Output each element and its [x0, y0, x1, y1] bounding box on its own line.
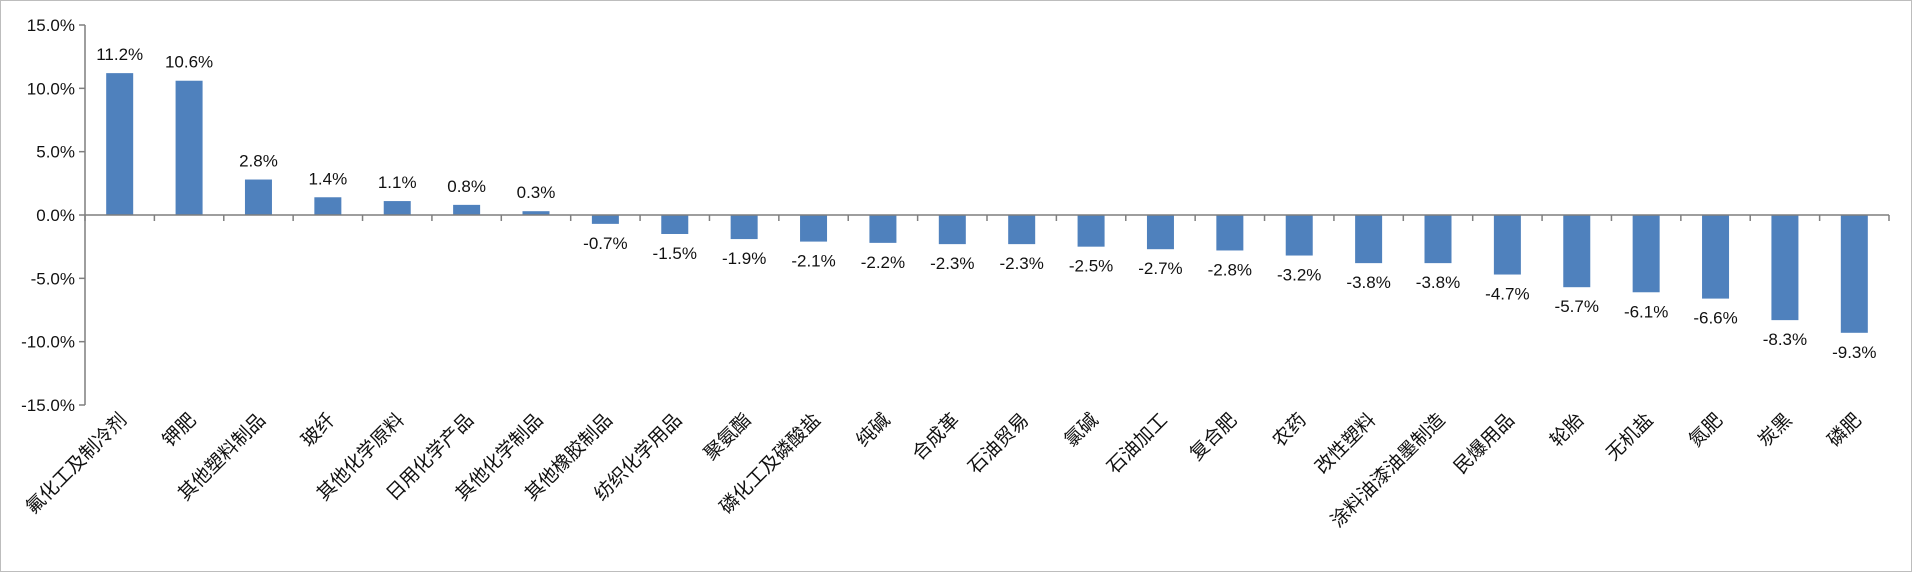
- category-label: 磷肥: [1823, 409, 1865, 451]
- y-tick-label: 10.0%: [27, 79, 75, 98]
- bar: [869, 215, 897, 243]
- bar: [522, 211, 550, 215]
- y-tick-label: 5.0%: [36, 143, 75, 162]
- data-label: 0.3%: [517, 183, 556, 202]
- data-label: -4.7%: [1485, 285, 1529, 304]
- bar: [175, 80, 203, 215]
- bar: [1702, 215, 1730, 299]
- category-label: 纯碱: [852, 409, 894, 451]
- bar: [1563, 215, 1591, 288]
- data-label: -3.2%: [1277, 266, 1321, 285]
- bar: [1840, 215, 1868, 333]
- category-label: 合成革: [908, 409, 964, 465]
- data-label: -6.1%: [1624, 302, 1668, 321]
- data-label: -2.2%: [861, 253, 905, 272]
- data-label: 2.8%: [239, 152, 278, 171]
- data-label: -0.7%: [583, 234, 627, 253]
- data-label: -5.7%: [1555, 297, 1599, 316]
- bar: [800, 215, 828, 242]
- bar: [106, 73, 134, 215]
- y-tick-label: 15.0%: [27, 16, 75, 35]
- bar: [591, 215, 619, 224]
- y-tick-label: -10.0%: [21, 333, 75, 352]
- category-label: 轮胎: [1546, 409, 1588, 451]
- category-label: 炭黑: [1754, 409, 1796, 451]
- category-label: 氮肥: [1685, 409, 1727, 451]
- data-label: 10.6%: [165, 53, 213, 72]
- data-label: -8.3%: [1763, 330, 1807, 349]
- category-label: 石油加工: [1103, 409, 1172, 478]
- data-label: -2.7%: [1138, 259, 1182, 278]
- bar: [1424, 215, 1452, 264]
- category-label: 民爆用品: [1450, 409, 1519, 478]
- data-label: -1.5%: [653, 244, 697, 263]
- bar: [383, 201, 411, 215]
- category-label: 复合肥: [1186, 409, 1242, 465]
- bar: [730, 215, 758, 240]
- data-label: -2.3%: [930, 254, 974, 273]
- data-label: 0.8%: [447, 177, 486, 196]
- bar: [453, 204, 481, 215]
- y-tick-label: -5.0%: [31, 269, 75, 288]
- bar: [1285, 215, 1313, 256]
- y-tick-label: 0.0%: [36, 206, 75, 225]
- bar: [1008, 215, 1036, 245]
- data-label: -1.9%: [722, 249, 766, 268]
- data-label: -3.8%: [1346, 273, 1390, 292]
- bar: [1216, 215, 1244, 251]
- x-axis: [84, 214, 1890, 221]
- data-label: -2.3%: [999, 254, 1043, 273]
- bar: [1077, 215, 1105, 247]
- category-label: 氯碱: [1060, 409, 1102, 451]
- category-label: 农药: [1268, 409, 1310, 451]
- category-label: 氟化工及制冷剂: [22, 409, 132, 519]
- bar: [314, 197, 342, 215]
- data-label: 1.1%: [378, 173, 417, 192]
- category-label: 聚氨酯: [700, 409, 756, 465]
- category-label: 石油贸易: [964, 409, 1033, 478]
- bar: [244, 179, 272, 215]
- category-label: 钾肥: [158, 409, 200, 451]
- category-label: 无机盐: [1602, 409, 1658, 465]
- data-label: 1.4%: [308, 169, 347, 188]
- bar: [1146, 215, 1174, 250]
- bar: [1493, 215, 1521, 275]
- data-label: -9.3%: [1832, 343, 1876, 362]
- category-label: 玻纤: [297, 409, 339, 451]
- y-axis: 15.0% 10.0% 5.0% 0.0% -5.0% -10.0% -15.0%: [21, 16, 86, 415]
- data-label: 11.2%: [96, 45, 143, 64]
- bar: [661, 215, 689, 234]
- bar: [938, 215, 966, 245]
- data-label: -2.8%: [1208, 260, 1252, 279]
- bar: [1632, 215, 1660, 293]
- data-label: -2.5%: [1069, 257, 1113, 276]
- value-labels: 11.2% 10.6% 2.8% 1.4% 1.1% 0.8% 0.3% -0.7% -1.5%…: [96, 45, 1876, 362]
- category-label: 改性塑料: [1311, 409, 1380, 478]
- y-tick-label: -15.0%: [21, 396, 75, 415]
- bar: [1355, 215, 1383, 264]
- data-label: -6.6%: [1693, 309, 1737, 328]
- bar: [1771, 215, 1799, 321]
- bars: [106, 73, 1868, 333]
- data-label: -2.1%: [791, 252, 835, 271]
- data-label: -3.8%: [1416, 273, 1460, 292]
